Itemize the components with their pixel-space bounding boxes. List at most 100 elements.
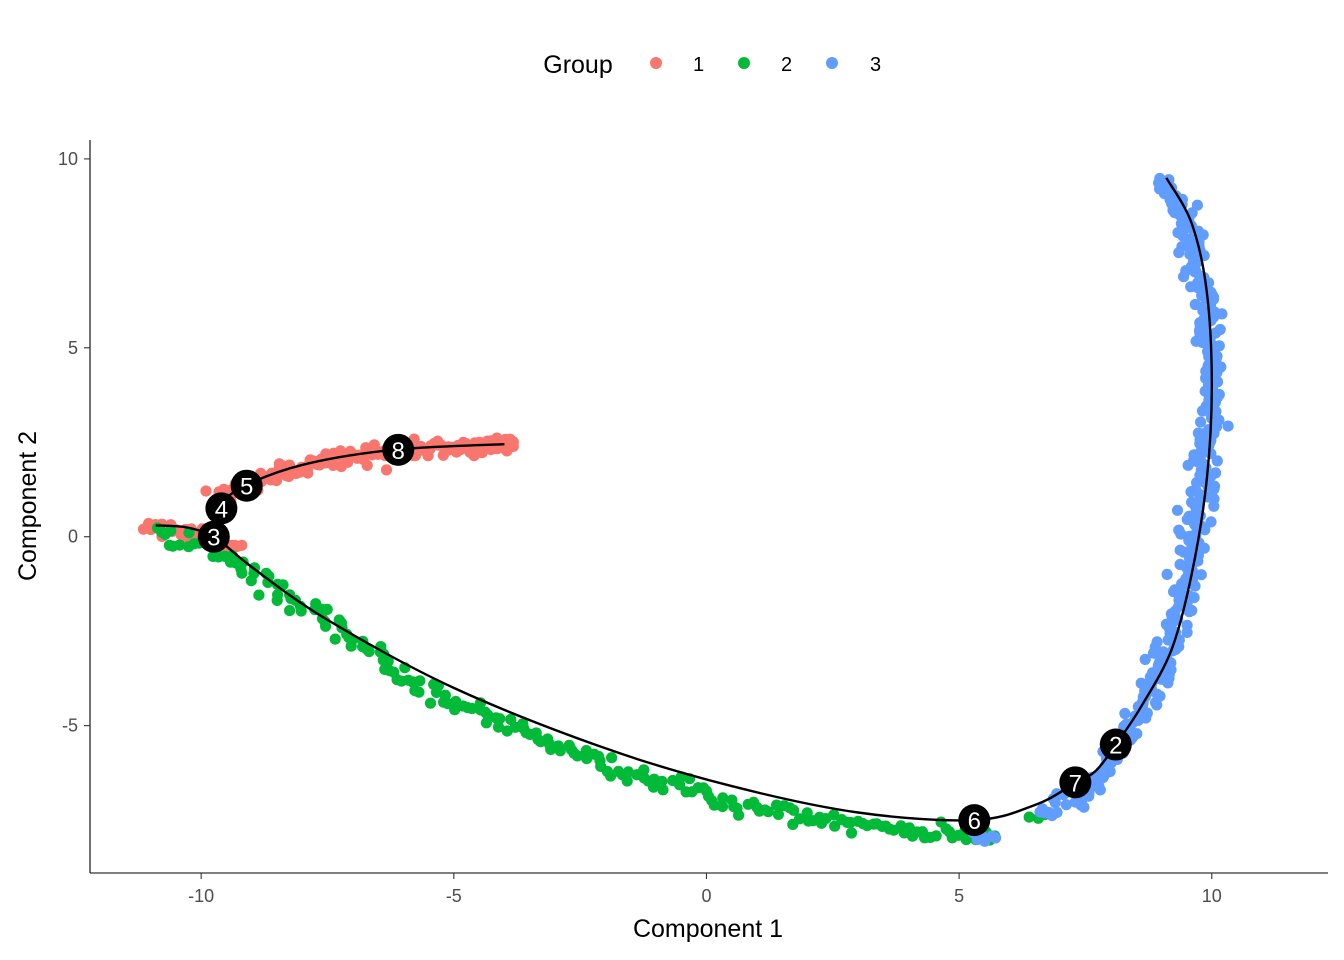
data-point (1205, 516, 1217, 528)
data-point (507, 440, 519, 452)
data-point (1195, 416, 1207, 428)
axes: -10 -5 0 5 10 -5 0 5 10 Component 1 Component 2 (14, 140, 1328, 943)
data-point (236, 539, 248, 551)
trajectory-lines (155, 177, 1214, 822)
data-point (1214, 323, 1226, 336)
data-point (236, 567, 248, 579)
data-point (801, 807, 813, 819)
x-tick-label: -10 (188, 886, 214, 906)
data-point (494, 713, 506, 725)
data-point (1189, 298, 1201, 311)
data-point (1181, 619, 1193, 631)
data-point (321, 603, 333, 616)
data-point (430, 686, 443, 699)
x-axis-ticks: -10 -5 0 5 10 (188, 873, 1222, 906)
node-3: 3 (197, 520, 230, 553)
trajectory-line (213, 177, 1214, 822)
data-point (1191, 199, 1203, 211)
y-tick-label: -5 (62, 716, 78, 736)
series-1 (137, 432, 519, 556)
data-point (466, 702, 478, 715)
y-tick-label: 10 (58, 149, 78, 169)
data-point (345, 640, 357, 652)
legend-entry-3: 3 (826, 54, 881, 76)
data-point (480, 717, 492, 729)
data-point (295, 605, 307, 617)
data-point (1211, 455, 1223, 467)
data-point (1210, 467, 1222, 479)
data-point (1119, 707, 1131, 720)
data-point (571, 750, 584, 762)
y-tick-label: 5 (68, 338, 78, 358)
data-point (657, 784, 669, 796)
x-tick-label: 10 (1202, 886, 1222, 906)
data-point (717, 792, 729, 804)
data-point (262, 576, 274, 589)
node-label: 5 (240, 474, 253, 501)
data-point (1187, 530, 1199, 542)
data-point (380, 464, 393, 476)
data-point (845, 827, 858, 839)
node-marker (197, 520, 230, 553)
data-point (414, 675, 426, 687)
node-label: 3 (207, 525, 220, 552)
node-8: 8 (382, 433, 415, 466)
node-marker (205, 492, 238, 525)
data-point (1135, 677, 1147, 689)
data-point (361, 459, 373, 471)
data-point (1195, 569, 1207, 581)
legend-entry-1: 1 (650, 54, 704, 76)
data-point (1174, 544, 1186, 556)
data-point (1163, 174, 1175, 186)
data-point (1051, 806, 1063, 819)
node-label: 2 (1109, 733, 1122, 760)
node-marker (1099, 728, 1132, 761)
y-axis-title: Component 2 (14, 431, 42, 581)
data-point (183, 527, 195, 539)
legend-label-3: 3 (870, 54, 881, 76)
data-point (554, 745, 566, 757)
data-point (245, 575, 257, 587)
data-point (1131, 728, 1143, 740)
data-point (1192, 427, 1204, 439)
data-point (647, 781, 660, 793)
data-point (1060, 799, 1072, 811)
data-point (1174, 558, 1186, 571)
x-axis-title: Component 1 (633, 915, 783, 943)
data-point (253, 589, 265, 601)
trajectory-nodes: 2 345 6 7 8 (197, 433, 1132, 837)
data-point (1151, 636, 1163, 648)
data-point (622, 766, 634, 778)
node-2: 2 (1099, 728, 1132, 761)
data-point (200, 485, 212, 497)
data-point (621, 775, 633, 787)
node-marker (382, 433, 415, 466)
data-point (674, 779, 686, 791)
data-point (1139, 653, 1151, 666)
data-point (413, 686, 425, 698)
data-point (363, 645, 375, 658)
data-point (1023, 811, 1035, 823)
series-2 (152, 522, 1051, 846)
data-point (1154, 172, 1166, 185)
x-tick-label: 5 (954, 886, 964, 906)
data-point (656, 775, 668, 787)
legend-swatch-1 (650, 57, 662, 69)
legend-label-2: 2 (781, 54, 792, 76)
legend: Group 1 2 3 (543, 51, 881, 79)
data-point (1171, 504, 1184, 516)
data-point (990, 832, 1002, 844)
data-point (794, 813, 806, 825)
y-axis-ticks: -5 0 5 10 (58, 149, 90, 736)
data-point (772, 808, 785, 821)
node-4: 4 (205, 492, 238, 525)
series-3 (965, 172, 1234, 847)
data-point (174, 539, 186, 551)
data-point (829, 820, 841, 832)
data-point (1210, 405, 1222, 418)
data-point (733, 809, 745, 821)
x-tick-label: -5 (446, 886, 462, 906)
node-label: 6 (968, 808, 981, 835)
data-point (271, 594, 283, 607)
